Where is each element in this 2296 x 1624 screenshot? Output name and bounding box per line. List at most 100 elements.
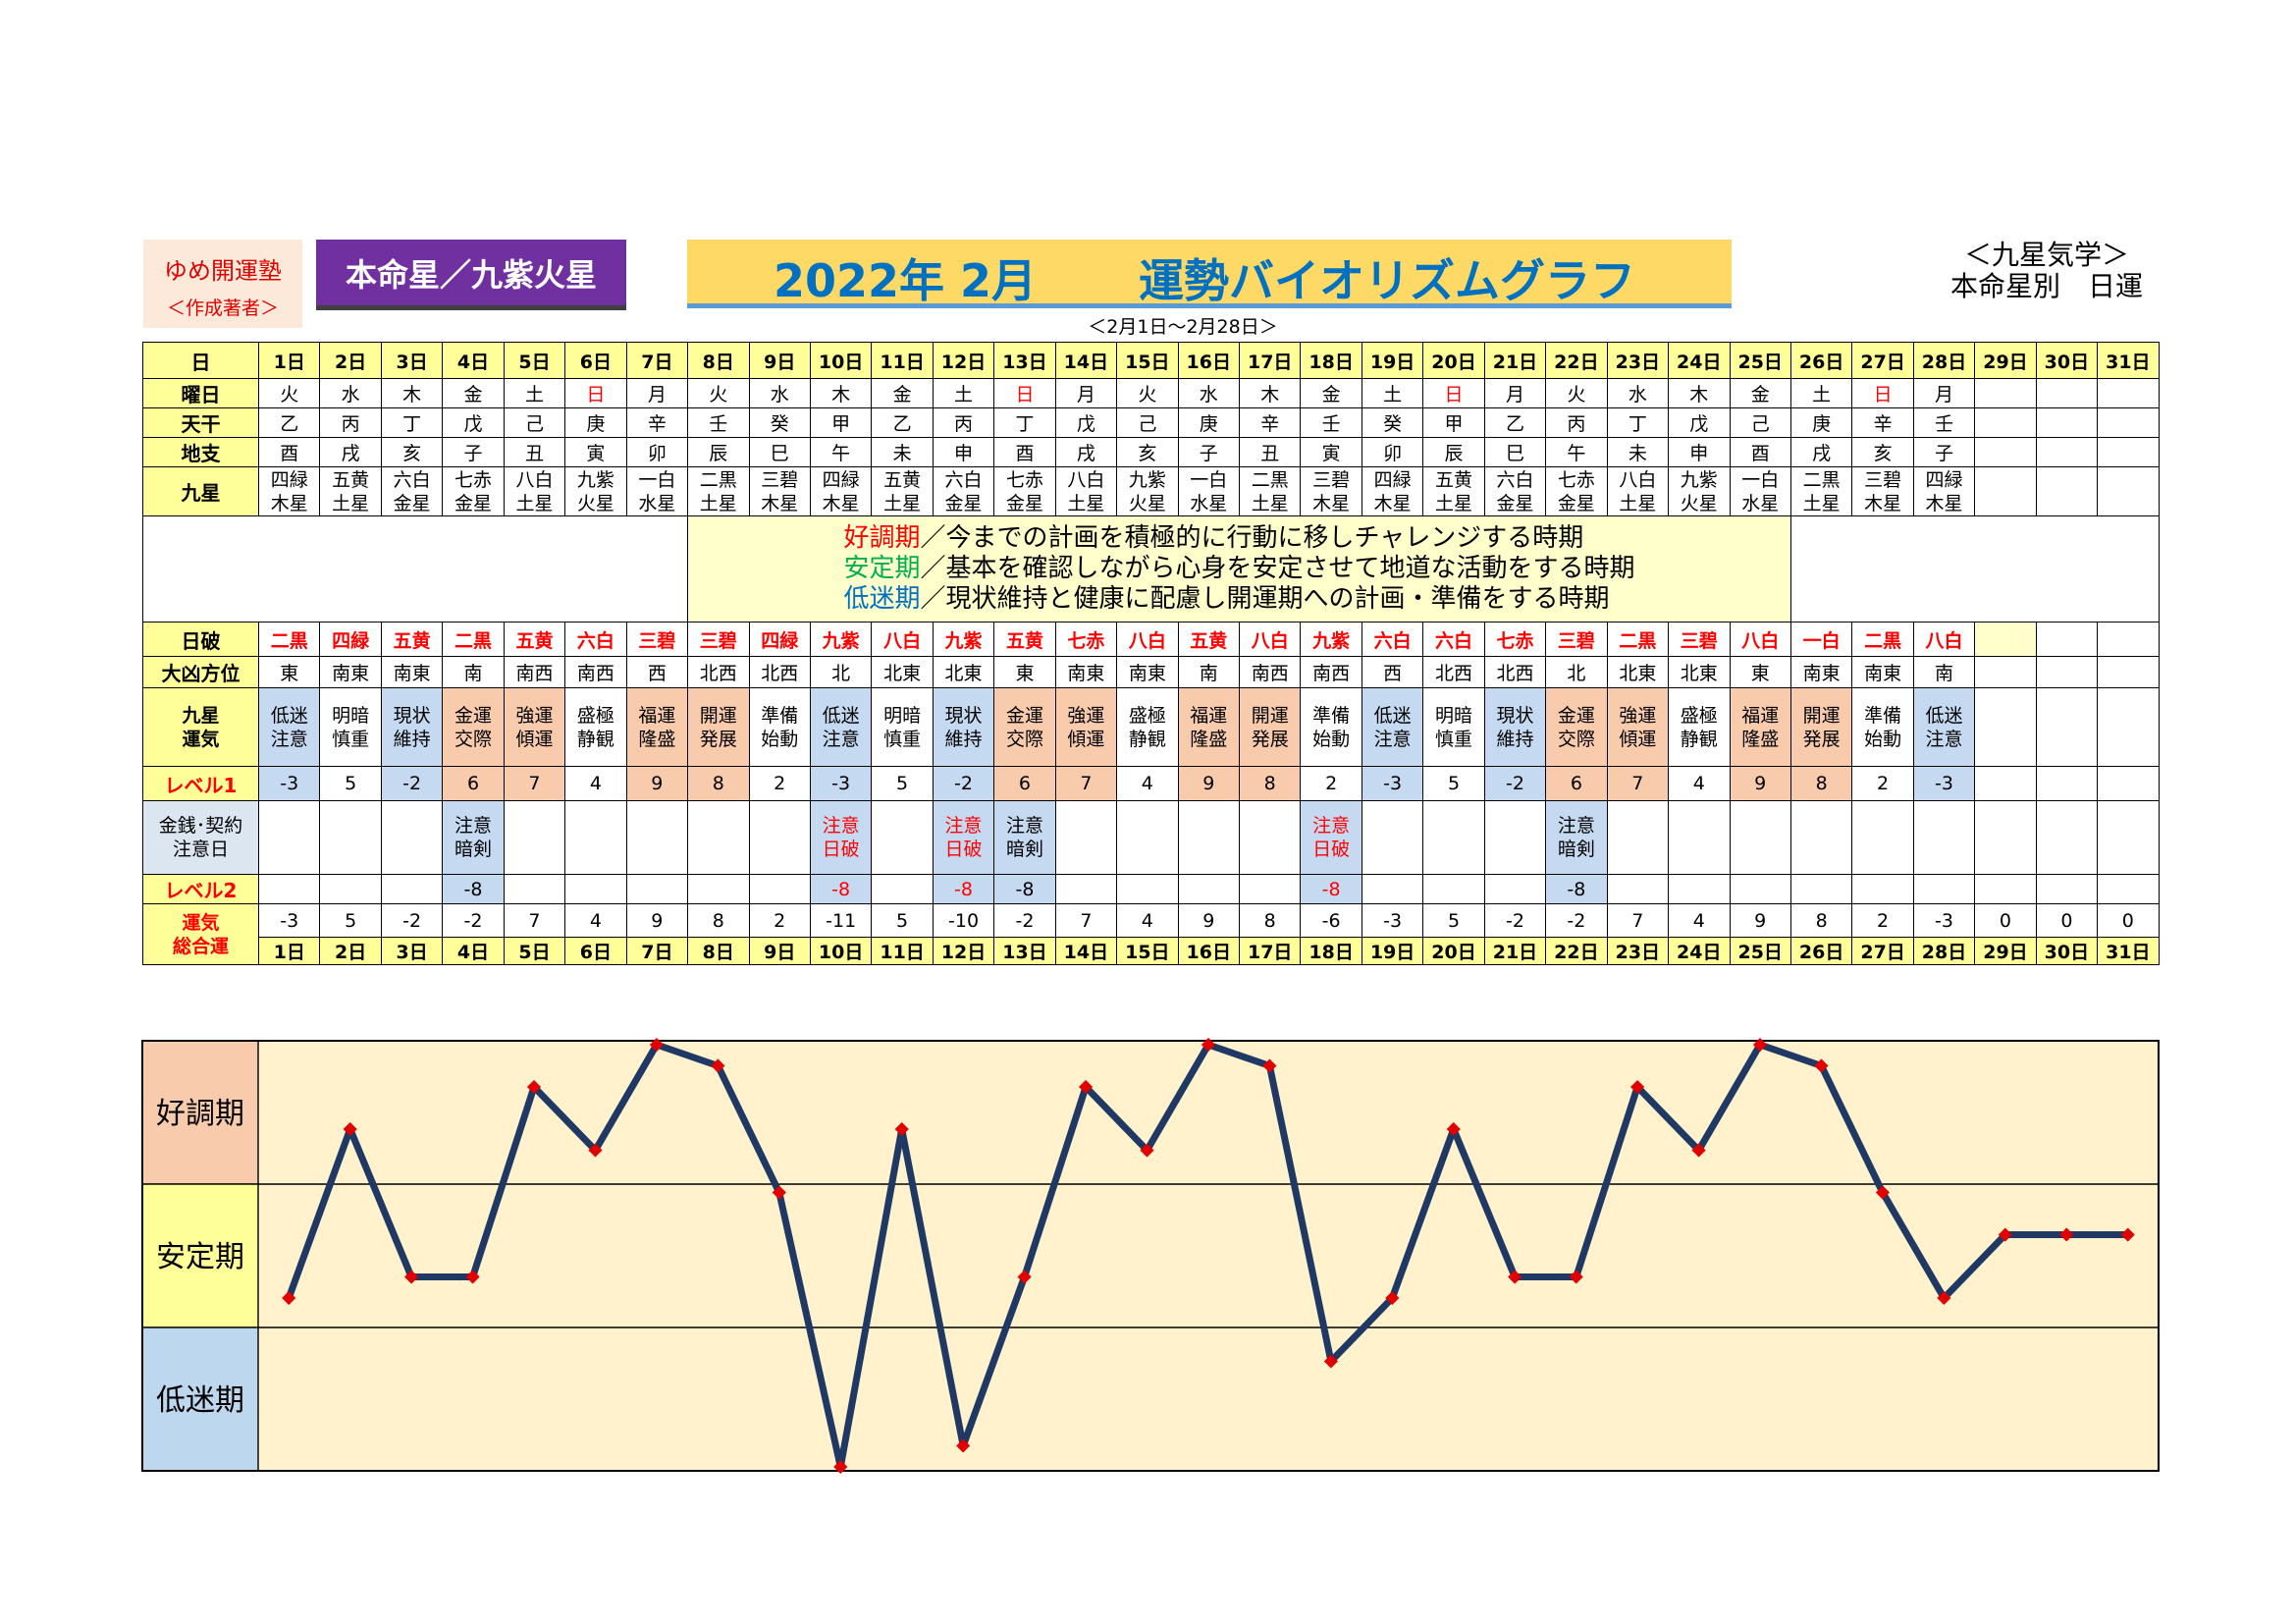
kyusei-cell: 七赤 金星	[442, 466, 505, 516]
day-header: 7日	[625, 342, 689, 379]
unki-cell: 開運 発展	[687, 687, 750, 767]
cell-line-1: 低迷	[1925, 704, 1963, 727]
weekday-cell: 木	[1668, 378, 1731, 408]
weekday-cell: 水	[1177, 378, 1241, 408]
kyusei-cell: 三碧 木星	[1851, 466, 1914, 516]
chart-title: 運勢バイオリズムグラフ	[1139, 254, 1635, 307]
fortune-table: 日 1日 2日 3日 4日 5日 6日 7日 8日 9日 10日 11日 12日 13日 14日 15日 16日…	[141, 342, 2160, 965]
kyusei-cell: 四緑 木星	[257, 466, 321, 516]
author-role: ＜作成著者＞	[166, 298, 279, 319]
legend-good: 好調期／今までの計画を積極的に行動に移しチャレンジする時期	[843, 523, 1634, 554]
data-point-2	[343, 1121, 357, 1137]
chishi-cell: 子	[442, 437, 505, 467]
weekday-cell: 土	[1789, 378, 1853, 408]
cell-line-2: 暗剣	[1005, 839, 1043, 860]
nippa-cell: 二黒	[1606, 622, 1670, 657]
cell-line-1: 三碧	[1312, 468, 1351, 491]
total-cell: -2	[380, 903, 444, 938]
daikyo-cell: 北東	[871, 656, 934, 688]
day-header: 18日	[1300, 342, 1362, 379]
empty-cell	[2097, 766, 2160, 801]
chishi-cell: 卯	[625, 437, 689, 467]
nippa-cell: 九紫	[809, 622, 873, 657]
daikyo-cell: 南	[1177, 656, 1241, 688]
cell-line-2: 注意	[1925, 728, 1963, 750]
level1-cell: 9	[625, 766, 689, 801]
cell-line-1: 低迷	[822, 704, 860, 727]
empty-cell	[2035, 874, 2099, 904]
data-point-13	[1017, 1270, 1032, 1284]
cell-line-1: 注意	[1312, 815, 1351, 837]
unki-cell: 福運 隆盛	[1729, 687, 1791, 767]
cell-line-2: 注意	[1373, 728, 1412, 750]
kyusei-cell: 八白 土星	[1606, 466, 1670, 516]
data-point-21	[1508, 1270, 1522, 1284]
level1-cell: 7	[1054, 766, 1118, 801]
empty-cell	[1974, 766, 2037, 801]
level1-cell: 6	[1545, 766, 1608, 801]
cell-line-2: 金星	[1557, 492, 1595, 514]
cell-line-2: 注意	[270, 728, 308, 750]
money-cell: 注意 日破	[1300, 800, 1362, 875]
data-point-5	[526, 1079, 542, 1095]
cell-line-1: 九紫	[576, 468, 614, 491]
day-footer: 16日	[1177, 937, 1241, 965]
kyusei-cell: 八白 土星	[1054, 466, 1118, 516]
tenkan-cell: 甲	[1422, 407, 1485, 438]
kyusei-cell: 三碧 木星	[748, 466, 811, 516]
empty-cell	[687, 800, 750, 875]
cell-line-1: 準備	[1864, 704, 1902, 727]
empty-cell	[503, 874, 566, 904]
cell-line-1: 低迷	[270, 704, 308, 727]
data-point-4	[465, 1270, 480, 1284]
cell-line-2: 火星	[1128, 492, 1166, 514]
total-cell: 8	[1238, 903, 1302, 938]
day-footer: 17日	[1238, 937, 1302, 965]
plot-background	[258, 1041, 2159, 1471]
data-point-15	[1140, 1143, 1154, 1158]
cell-line-2: 発展	[699, 728, 737, 750]
day-header: 3日	[380, 342, 444, 379]
data-point-1	[282, 1290, 296, 1306]
kyusei-cell: 四緑 木星	[1361, 466, 1424, 516]
tenkan-cell: 丙	[1545, 407, 1608, 438]
day-header: 6日	[564, 342, 627, 379]
cell-line-1: 福運	[1741, 704, 1780, 727]
label-tenkan: 天干	[142, 407, 259, 438]
cell-line-1: 現状	[944, 704, 983, 727]
daikyo-cell: 北東	[1668, 656, 1731, 688]
weekday-cell: 木	[380, 378, 444, 408]
nippa-cell: 四緑	[748, 622, 811, 657]
cell-line-1: 現状	[393, 704, 431, 727]
day-footer: 1日	[257, 937, 321, 965]
unki-cell: 開運 発展	[1238, 687, 1302, 767]
day-header: 31日	[2097, 342, 2160, 379]
tenkan-cell: 壬	[687, 407, 750, 438]
tenkan-cell: 癸	[1361, 407, 1424, 438]
daikyo-cell: 北東	[1606, 656, 1670, 688]
cell-line-1: 八白	[1067, 468, 1105, 491]
cell-line-1: 注意	[822, 815, 860, 837]
day-footer: 15日	[1116, 937, 1179, 965]
system-label: ＜九星気学＞ 本命星別 日運	[1924, 240, 2169, 302]
day-header: 4日	[442, 342, 505, 379]
honmei-star-label: 本命星／九紫火星	[316, 240, 626, 310]
total-cell: 0	[1974, 903, 2037, 938]
day-header: 15日	[1116, 342, 1179, 379]
label-level2: レベル2	[142, 874, 259, 904]
total-cell: -2	[993, 903, 1056, 938]
day-footer: 31日	[2097, 937, 2160, 965]
day-header: 2日	[319, 342, 382, 379]
cell-line-1: 開運	[1802, 704, 1841, 727]
nippa-cell: 七赤	[1054, 622, 1118, 657]
cell-line-2: 発展	[1251, 728, 1289, 750]
empty-cell	[257, 800, 321, 875]
cell-line-2: 隆盛	[638, 728, 676, 750]
empty-cell	[1974, 800, 2037, 875]
chishi-cell: 未	[871, 437, 934, 467]
empty-cell	[1177, 874, 1241, 904]
total-cell: 5	[871, 903, 934, 938]
day-footer: 2日	[319, 937, 382, 965]
cell-line-2: 日破	[944, 839, 983, 860]
data-point-24	[1691, 1143, 1706, 1158]
